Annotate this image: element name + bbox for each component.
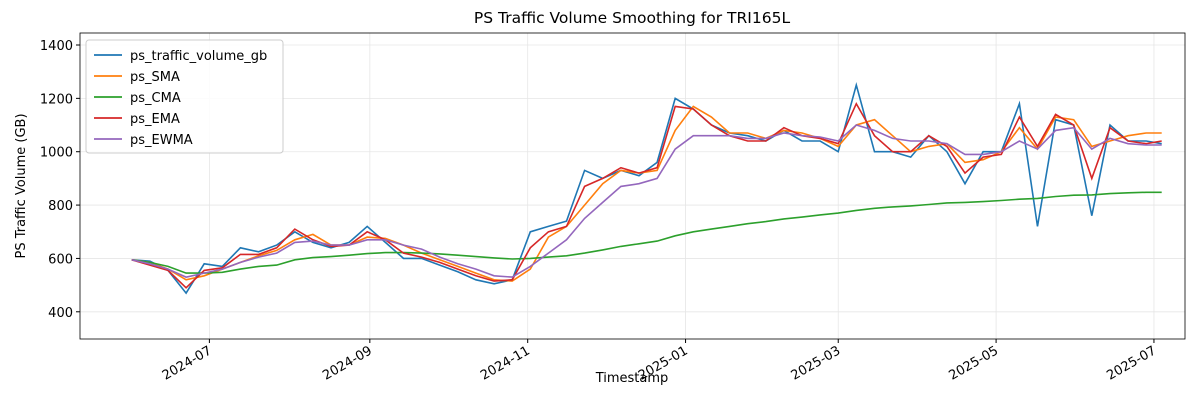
legend-label: ps_EWMA — [130, 133, 193, 148]
legend-label: ps_traffic_volume_gb — [130, 49, 267, 64]
plot-frame — [79, 32, 1186, 340]
series-line — [131, 101, 1162, 289]
chart-title: PS Traffic Volume Smoothing for TRI165L — [474, 9, 791, 27]
y-tick-label: 1200 — [40, 92, 73, 107]
x-axis-label: Timestamp — [595, 371, 669, 386]
legend-label: ps_EMA — [130, 112, 180, 127]
y-axis-label: PS Traffic Volume (GB) — [14, 113, 29, 258]
y-tick-label: 600 — [48, 252, 73, 267]
legend-label: ps_SMA — [130, 70, 180, 85]
y-tick-label: 1000 — [40, 146, 73, 161]
y-tick-label: 1400 — [40, 39, 73, 54]
legend-box — [85, 39, 284, 154]
legend-label: ps_CMA — [130, 91, 181, 106]
y-tick-label: 400 — [48, 306, 73, 321]
y-tick-label: 800 — [48, 199, 73, 214]
series-line — [131, 124, 1162, 278]
series-line — [131, 191, 1162, 274]
